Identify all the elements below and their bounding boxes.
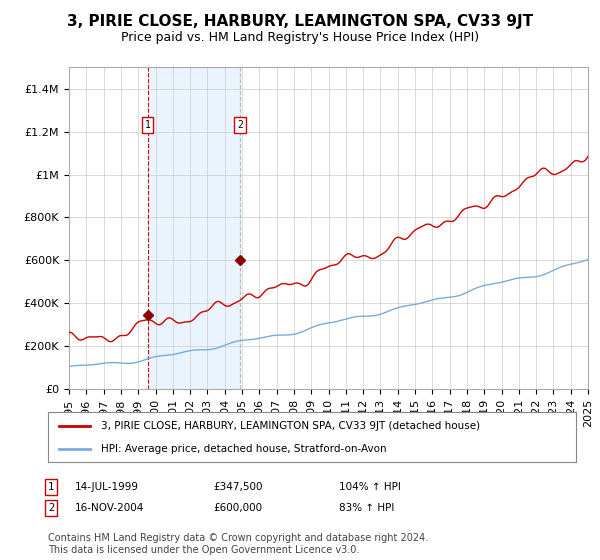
Text: 3, PIRIE CLOSE, HARBURY, LEAMINGTON SPA, CV33 9JT (detached house): 3, PIRIE CLOSE, HARBURY, LEAMINGTON SPA,…	[101, 421, 480, 431]
Text: Contains HM Land Registry data © Crown copyright and database right 2024.
This d: Contains HM Land Registry data © Crown c…	[48, 533, 428, 555]
Text: £347,500: £347,500	[213, 482, 263, 492]
Text: £600,000: £600,000	[213, 503, 262, 513]
Text: 104% ↑ HPI: 104% ↑ HPI	[339, 482, 401, 492]
Text: 14-JUL-1999: 14-JUL-1999	[75, 482, 139, 492]
Text: 16-NOV-2004: 16-NOV-2004	[75, 503, 145, 513]
Text: 1: 1	[48, 482, 54, 492]
Text: 1: 1	[145, 120, 151, 130]
Bar	[148, 67, 240, 389]
Text: 3, PIRIE CLOSE, HARBURY, LEAMINGTON SPA, CV33 9JT: 3, PIRIE CLOSE, HARBURY, LEAMINGTON SPA,…	[67, 14, 533, 29]
Text: 2: 2	[48, 503, 54, 513]
Text: 83% ↑ HPI: 83% ↑ HPI	[339, 503, 394, 513]
Text: Price paid vs. HM Land Registry's House Price Index (HPI): Price paid vs. HM Land Registry's House …	[121, 31, 479, 44]
Text: 2: 2	[237, 120, 243, 130]
Text: HPI: Average price, detached house, Stratford-on-Avon: HPI: Average price, detached house, Stra…	[101, 445, 386, 454]
